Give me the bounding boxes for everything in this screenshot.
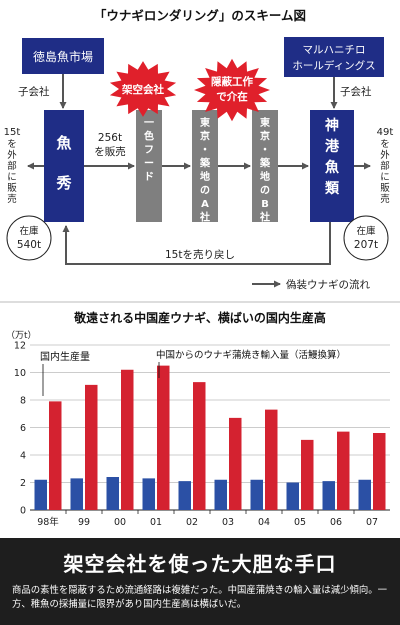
y-tick-label: 8 (20, 396, 26, 407)
bar-domestic (358, 479, 371, 510)
bar-import (157, 365, 170, 510)
x-tick-label: 00 (114, 517, 126, 528)
x-tick-label: 07 (366, 517, 378, 528)
label-fictitious-company: 架空会社 (121, 83, 164, 96)
label-sold-256-text: を販売 (94, 145, 126, 158)
inventory-right-value: 207t (354, 239, 378, 251)
bar-import (229, 417, 242, 510)
footer: 架空会社を使った大胆な手口 商品の素性を隠蔽するため流通経路は複雑だった。中国産… (0, 538, 400, 625)
inventory-right-circle (343, 215, 389, 261)
chart-title: 敬遠される中国産ウナギ、横ばいの国内生産高 (73, 310, 326, 325)
node-tokyo-b-label: 東京・築地の B 社 (259, 116, 271, 224)
node-shinko (310, 110, 354, 222)
node-shinko-label: 神港魚類 (324, 117, 340, 197)
bar-domestic (250, 479, 263, 510)
bar-layer (34, 365, 386, 510)
x-tick-label: 99 (78, 517, 90, 528)
x-tick-label: 03 (222, 517, 234, 528)
y-tick-label: 0 (20, 506, 26, 517)
label-concealment-line1: 隠蔽工作 (211, 75, 253, 88)
chart-unit: （万t） (6, 330, 37, 341)
inventory-right-label: 在庫 (356, 225, 376, 237)
node-ichi-food-label: 一色フード (144, 118, 154, 183)
label-sold-256-amount: 256t (98, 132, 122, 144)
x-tick-label: 05 (294, 517, 306, 528)
node-ichi-food (136, 110, 162, 222)
chart-legend-domestic: 国内生産量 (40, 350, 90, 363)
label-subsidiary-right: 子会社 (340, 85, 372, 98)
bar-import (121, 369, 134, 510)
inventory-left-circle (6, 215, 52, 261)
bar-domestic (286, 482, 299, 510)
label-subsidiary-left: 子会社 (18, 85, 50, 98)
node-tokyo-a (192, 110, 218, 222)
y-tick-label: 12 (14, 341, 26, 352)
starburst-concealment (194, 58, 270, 122)
label-sold-out-15-text: を外部に販売 (7, 139, 17, 205)
node-maruha-nichiro-line1: マルハニチロ (303, 44, 366, 56)
bar-domestic (106, 477, 119, 510)
node-tokyo-b (252, 110, 278, 222)
bar-import (301, 439, 314, 510)
node-maruha-nichiro-line2: ホールディングス (292, 59, 375, 72)
x-tick-label: 98年 (37, 516, 59, 528)
x-tick-label: 06 (330, 517, 342, 528)
node-uohide-label: 魚秀 (55, 134, 72, 192)
legend-flow-label: 偽装ウナギの流れ (286, 278, 370, 291)
bar-domestic (214, 479, 227, 510)
bar-import (337, 431, 350, 510)
node-tokushima-market-label: 徳島魚市場 (33, 49, 93, 64)
x-tick-label: 01 (150, 517, 162, 528)
inventory-left-label: 在庫 (19, 225, 39, 237)
bar-import (265, 409, 278, 510)
label-sold-out-49-amount: 49t (377, 127, 394, 138)
label-sold-back: 15tを売り戻し (165, 248, 235, 261)
inventory-left-value: 540t (17, 239, 41, 251)
x-tick-label: 02 (186, 517, 198, 528)
bar-import (373, 433, 386, 510)
x-tick-label: 04 (258, 517, 270, 528)
bar-domestic (178, 481, 191, 510)
bar-domestic (70, 478, 83, 510)
bar-domestic (322, 481, 335, 510)
bar-import (49, 401, 62, 510)
starburst-fictitious (109, 61, 177, 117)
y-tick-label: 4 (20, 451, 26, 462)
footer-title: 架空会社を使った大胆な手口 (63, 552, 337, 576)
y-tick-label: 10 (14, 368, 26, 379)
chart-legend-import: 中国からのウナギ蒲焼き輸入量（活鰻換算） (156, 349, 346, 361)
y-tick-label: 6 (20, 423, 26, 434)
label-sold-out-15-amount: 15t (4, 127, 21, 138)
y-tick-label: 2 (20, 478, 26, 489)
figure: 「ウナギロンダリング」のスキーム図 徳島魚市場 マルハニチロ ホールディングス … (0, 8, 400, 528)
footer-caption: 商品の素性を隠蔽するため流通経路は複雑だった。中国産蒲焼きの輸入量は減少傾向。一… (12, 585, 388, 610)
node-uohide (44, 110, 84, 222)
node-tokushima-market (22, 38, 104, 74)
node-tokyo-a-label: 東京・築地の A 社 (199, 116, 211, 224)
label-sold-out-49-text: を外部に販売 (380, 139, 390, 205)
label-concealment-line2: で介在 (216, 90, 248, 103)
bar-import (193, 382, 206, 510)
node-maruha-nichiro (284, 37, 384, 77)
bar-domestic (142, 478, 155, 510)
bar-domestic (34, 479, 47, 510)
arrow-sold-back (62, 222, 331, 265)
scheme-title: 「ウナギロンダリング」のスキーム図 (94, 8, 306, 23)
bar-import (85, 384, 98, 510)
